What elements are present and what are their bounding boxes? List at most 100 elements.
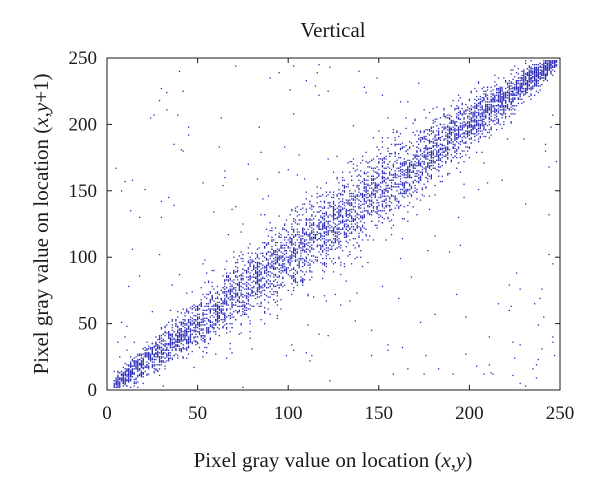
scatter-point — [381, 192, 384, 195]
scatter-point — [242, 296, 244, 298]
scatter-point — [142, 366, 144, 369]
scatter-point — [271, 267, 273, 269]
scatter-point — [409, 163, 411, 165]
scatter-point — [483, 115, 485, 118]
scatter-point — [265, 257, 268, 260]
scatter-point — [450, 119, 452, 122]
scatter-point — [278, 257, 280, 260]
scatter-point — [149, 354, 152, 357]
scatter-point — [360, 175, 362, 177]
scatter-point — [548, 61, 550, 63]
scatter-point — [534, 76, 536, 78]
scatter-point — [405, 192, 407, 195]
scatter-point — [479, 125, 481, 127]
scatter-point — [342, 200, 344, 203]
scatter-point — [260, 279, 262, 281]
scatter-point — [291, 277, 293, 280]
scatter-point — [421, 171, 423, 173]
scatter-point — [450, 154, 452, 156]
scatter-point — [441, 161, 443, 163]
scatter-point — [197, 327, 199, 329]
scatter-point — [287, 256, 289, 258]
scatter-point — [224, 316, 226, 318]
scatter-point — [351, 161, 353, 163]
scatter-point — [508, 94, 510, 96]
scatter-point — [528, 76, 530, 78]
scatter-point — [454, 123, 456, 126]
scatter-point — [140, 364, 143, 366]
scatter-point — [467, 117, 469, 119]
scatter-point — [323, 218, 326, 220]
scatter-point — [215, 331, 217, 333]
scatter-point — [371, 211, 373, 213]
scatter-point — [331, 240, 333, 242]
scatter-point — [209, 300, 211, 302]
scatter-point — [390, 219, 393, 221]
scatter-point — [298, 261, 300, 264]
scatter-point — [182, 331, 184, 333]
scatter-point — [256, 277, 259, 280]
scatter-point — [280, 255, 282, 257]
scatter-point — [117, 376, 119, 378]
scatter-point — [525, 91, 527, 94]
scatter-point — [115, 378, 117, 381]
scatter-point — [222, 303, 224, 305]
scatter-point — [149, 356, 152, 358]
scatter-point — [349, 199, 351, 201]
scatter-point — [260, 268, 262, 270]
scatter-point — [151, 361, 153, 363]
scatter-point — [142, 353, 144, 355]
scatter-point — [314, 235, 317, 237]
scatter-point — [439, 159, 442, 161]
scatter-point — [358, 191, 360, 193]
scatter-point — [381, 182, 384, 184]
scatter-point — [322, 223, 324, 225]
scatter-point — [481, 123, 483, 126]
scatter-point — [255, 252, 257, 254]
scatter-point — [414, 154, 416, 156]
scatter-point — [320, 222, 322, 224]
scatter-point — [423, 195, 425, 197]
scatter-point — [247, 316, 249, 318]
scatter-point — [117, 382, 119, 385]
scatter-point — [276, 251, 278, 253]
scatter-point — [410, 195, 413, 197]
scatter-point — [175, 324, 177, 326]
scatter-point — [200, 336, 202, 338]
scatter-point — [139, 354, 141, 357]
scatter-point — [184, 324, 186, 326]
scatter-point — [358, 246, 360, 248]
scatter-point — [175, 335, 177, 337]
scatter-point — [334, 242, 336, 244]
scatter-point — [546, 60, 548, 62]
scatter-point — [285, 267, 288, 269]
scatter-point — [160, 356, 163, 358]
scatter-point — [224, 313, 226, 315]
scatter-point — [206, 352, 208, 354]
scatter-point — [318, 251, 320, 253]
scatter-point — [409, 141, 411, 143]
scatter-point — [398, 175, 400, 177]
scatter-point — [485, 123, 487, 126]
scatter-point — [218, 317, 220, 319]
scatter-point — [494, 74, 496, 76]
scatter-point — [494, 85, 496, 87]
scatter-point — [508, 98, 510, 100]
scatter-point — [264, 242, 266, 244]
scatter-point — [463, 150, 465, 152]
scatter-point — [158, 368, 161, 370]
scatter-point — [409, 202, 411, 204]
scatter-point — [349, 251, 351, 253]
scatter-point — [369, 212, 371, 215]
scatter-point — [264, 312, 266, 314]
scatter-point — [530, 77, 532, 79]
scatter-point — [334, 204, 336, 207]
scatter-point — [240, 281, 242, 284]
scatter-point — [456, 167, 458, 169]
scatter-point — [313, 223, 315, 225]
scatter-point — [517, 73, 519, 75]
scatter-point — [369, 206, 371, 208]
scatter-point — [459, 141, 461, 143]
scatter-point — [204, 341, 206, 343]
scatter-point — [300, 247, 302, 249]
